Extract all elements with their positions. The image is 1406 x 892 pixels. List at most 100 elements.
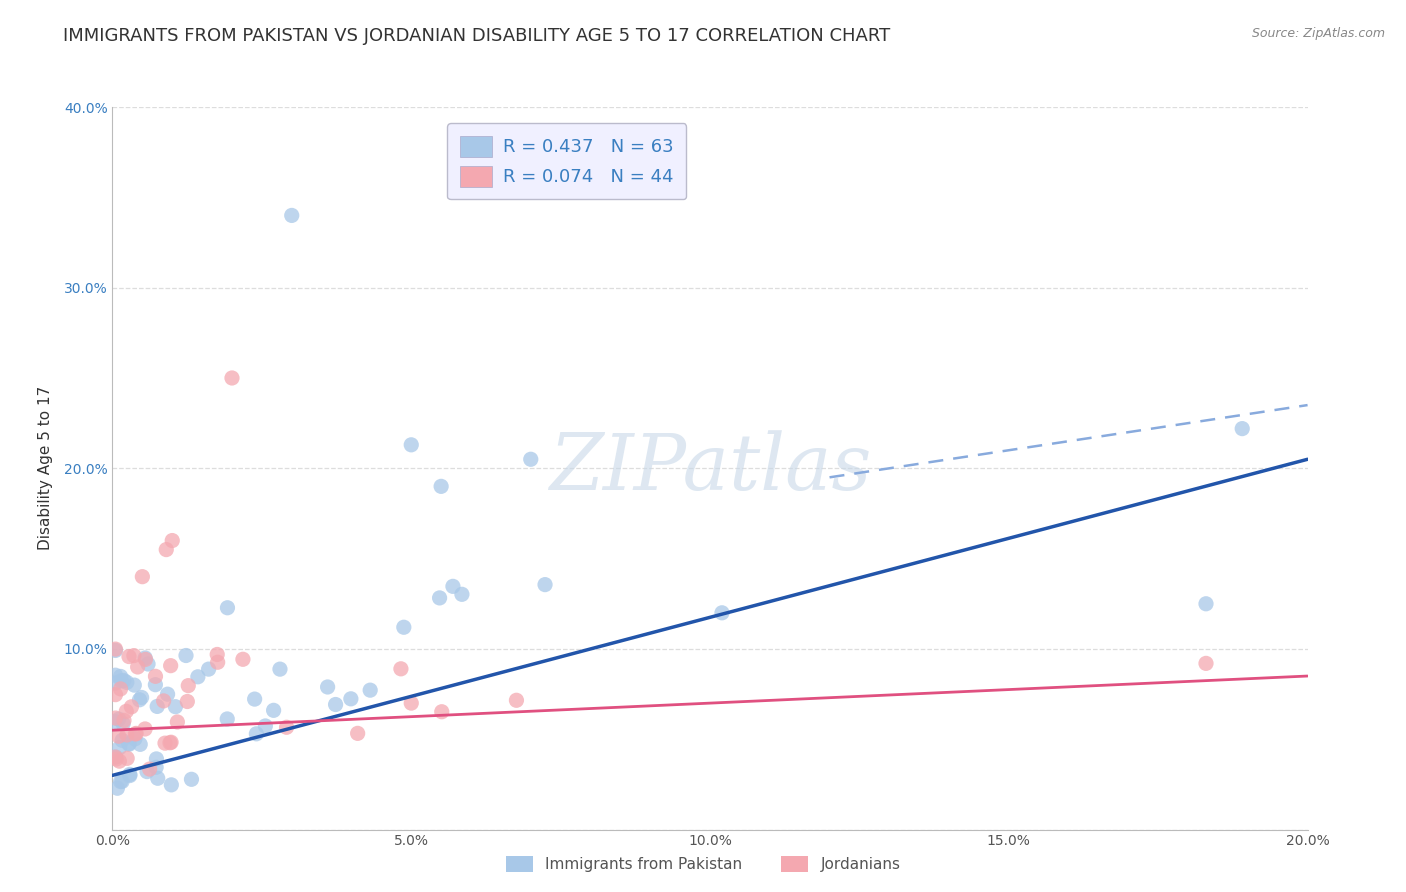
Point — [124, 727, 146, 741]
Point — [104, 750, 127, 764]
Point — [430, 705, 453, 719]
Point — [153, 736, 176, 750]
Point — [124, 731, 146, 746]
Point — [104, 676, 127, 690]
Point — [104, 643, 127, 657]
Point — [534, 577, 557, 591]
Point — [325, 698, 347, 712]
Point — [108, 754, 131, 768]
Text: ZIPatlas: ZIPatlas — [548, 430, 872, 507]
Point — [118, 767, 141, 781]
Point — [104, 668, 127, 682]
Point — [104, 711, 127, 725]
Point — [451, 587, 474, 601]
Point — [180, 772, 202, 787]
Point — [389, 662, 412, 676]
Point — [401, 696, 423, 710]
Point — [112, 714, 135, 728]
Point — [129, 737, 152, 751]
Point — [152, 694, 174, 708]
Text: IMMIGRANTS FROM PAKISTAN VS JORDANIAN DISABILITY AGE 5 TO 17 CORRELATION CHART: IMMIGRANTS FROM PAKISTAN VS JORDANIAN DI… — [63, 27, 890, 45]
Point — [115, 751, 138, 765]
Point — [1232, 422, 1254, 436]
Point — [115, 675, 138, 690]
Point — [263, 703, 285, 717]
Point — [269, 662, 291, 676]
Point — [429, 591, 451, 605]
Point — [430, 479, 453, 493]
Point — [155, 542, 177, 557]
Point — [159, 736, 181, 750]
Point — [104, 714, 127, 729]
Point — [207, 655, 229, 669]
Point — [138, 762, 160, 776]
Point — [1195, 597, 1218, 611]
Point — [104, 688, 127, 702]
Point — [359, 683, 381, 698]
Point — [346, 726, 368, 740]
Point — [711, 606, 734, 620]
Point — [165, 699, 187, 714]
Point — [111, 733, 134, 747]
Point — [160, 735, 183, 749]
Point — [145, 760, 167, 774]
Point — [134, 652, 156, 666]
Point — [174, 648, 197, 663]
Point — [110, 774, 132, 789]
Point — [281, 209, 304, 223]
Point — [520, 452, 543, 467]
Point — [122, 648, 145, 663]
Point — [120, 699, 142, 714]
Point — [205, 648, 228, 662]
Point — [401, 438, 423, 452]
Point — [146, 771, 169, 785]
Point — [105, 781, 128, 796]
Point — [107, 712, 129, 726]
Y-axis label: Disability Age 5 to 17: Disability Age 5 to 17 — [38, 386, 52, 550]
Point — [118, 649, 141, 664]
Point — [136, 764, 159, 779]
Point — [166, 714, 188, 729]
Point — [441, 579, 464, 593]
Point — [187, 670, 209, 684]
Point — [110, 681, 132, 696]
Point — [145, 669, 167, 683]
Point — [254, 719, 277, 733]
Point — [145, 678, 167, 692]
Point — [115, 728, 138, 742]
Point — [245, 727, 267, 741]
Point — [217, 712, 239, 726]
Point — [276, 720, 298, 734]
Point — [107, 729, 129, 743]
Point — [243, 692, 266, 706]
Point — [131, 570, 153, 584]
Point — [134, 651, 156, 665]
Point — [115, 704, 138, 718]
Point — [177, 679, 200, 693]
Point — [110, 669, 132, 683]
Legend: Immigrants from Pakistan, Jordanians: Immigrants from Pakistan, Jordanians — [498, 848, 908, 880]
Point — [125, 726, 148, 740]
Point — [134, 722, 156, 736]
Point — [112, 716, 135, 731]
Point — [176, 694, 198, 708]
Point — [118, 768, 141, 782]
Point — [217, 600, 239, 615]
Point — [232, 652, 254, 666]
Point — [505, 693, 527, 707]
Point — [118, 736, 141, 750]
Legend: R = 0.437   N = 63, R = 0.074   N = 44: R = 0.437 N = 63, R = 0.074 N = 44 — [447, 123, 686, 199]
Point — [160, 778, 183, 792]
Point — [108, 740, 131, 755]
Point — [1195, 657, 1218, 671]
Point — [392, 620, 415, 634]
Point — [146, 699, 169, 714]
Point — [105, 752, 128, 766]
Point — [340, 691, 363, 706]
Point — [316, 680, 339, 694]
Point — [162, 533, 183, 548]
Point — [104, 642, 127, 657]
Point — [221, 371, 243, 385]
Point — [110, 673, 132, 688]
Point — [131, 690, 153, 705]
